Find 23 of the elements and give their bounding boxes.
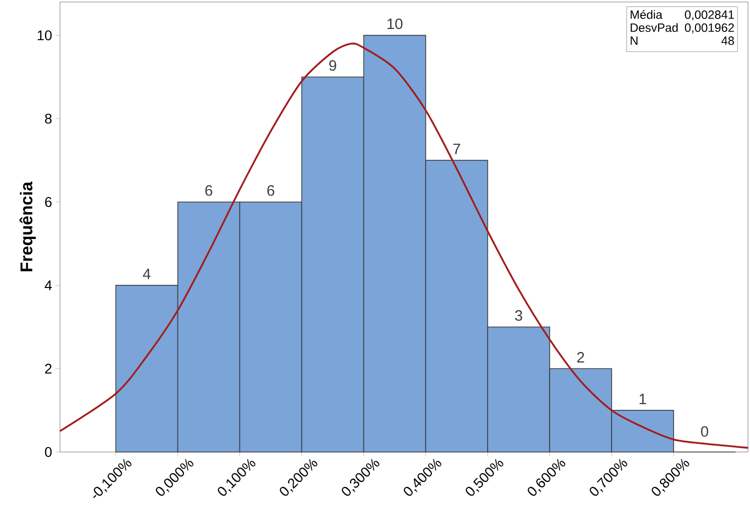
y-tick-label: 10 [38, 30, 52, 40]
annotation: 48 [721, 36, 734, 45]
data-label: 7 [453, 144, 460, 154]
y-tick-label: 8 [45, 114, 52, 124]
data-label: 6 [267, 185, 274, 196]
y-tick-label: 0 [44, 447, 52, 457]
data-label: 1 [640, 394, 646, 404]
data-label: 4 [142, 268, 151, 280]
annotation: 0,002841 [684, 10, 734, 20]
data-label: 9 [329, 60, 336, 71]
annotation: Média [630, 10, 662, 19]
annotation: N [630, 36, 638, 45]
y-tick-label: 4 [44, 280, 52, 290]
y-axis-title: Frequência [20, 182, 36, 272]
y-tick-label: 6 [45, 197, 52, 207]
annotation: DesvPad [630, 23, 678, 32]
data-label: 0 [701, 426, 708, 437]
y-tick-label: 2 [45, 364, 52, 374]
annotation: 0,001962 [684, 23, 734, 34]
data-label: 3 [515, 310, 522, 321]
data-label: 2 [577, 352, 584, 362]
data-label: 6 [205, 185, 212, 196]
data-label: 10 [388, 18, 402, 30]
